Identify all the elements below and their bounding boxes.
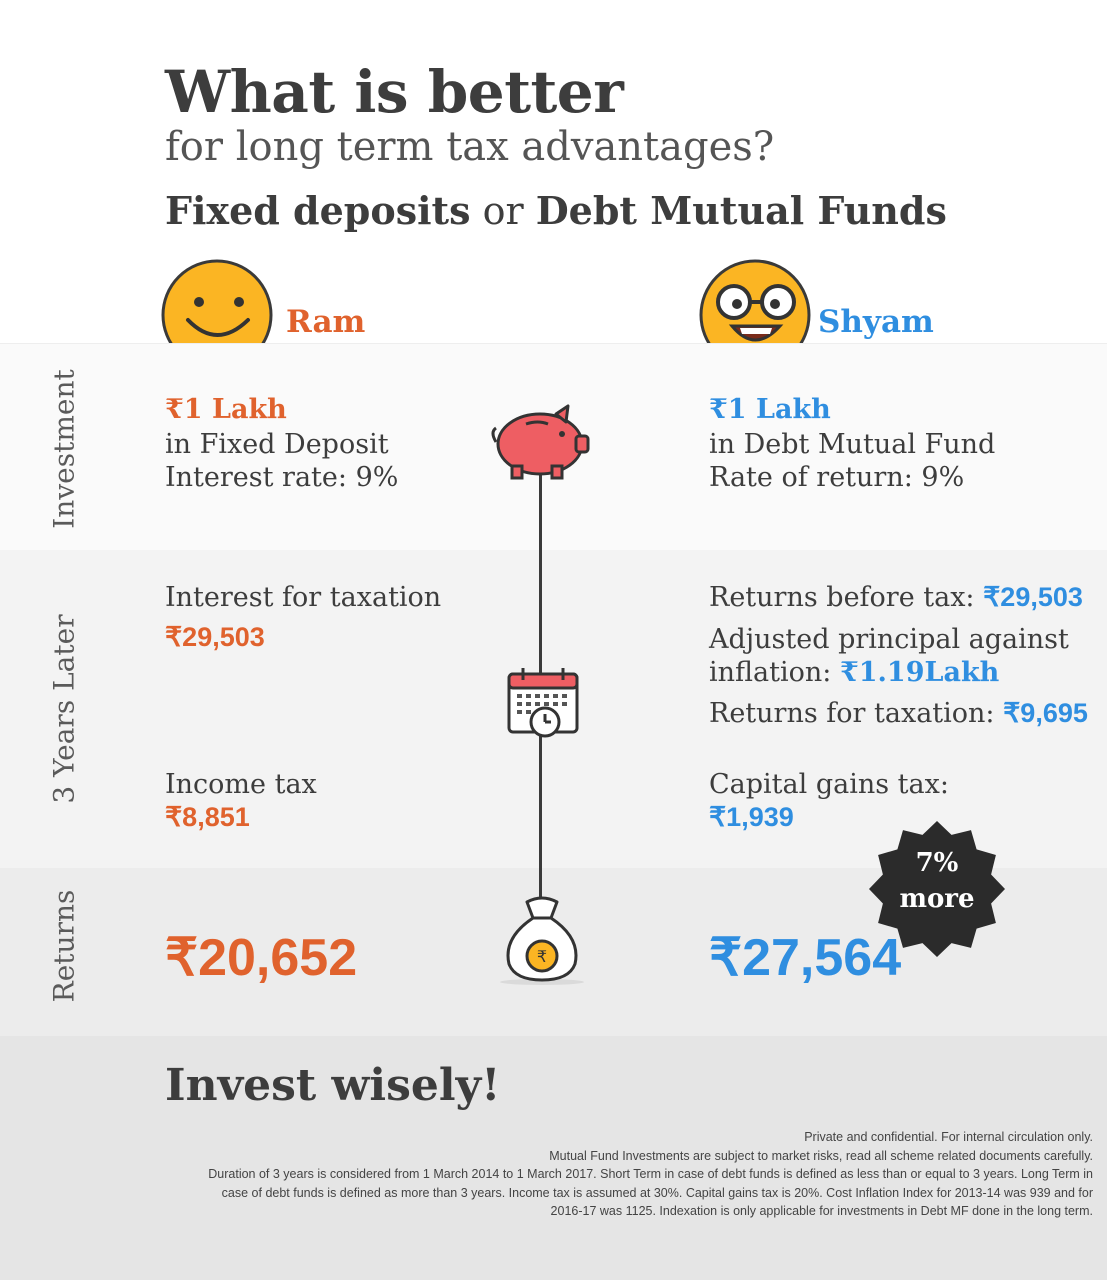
adjusted-value: ₹1.19Lakh (839, 657, 1000, 688)
disclaimer-line-3: Duration of 3 years is considered from 1… (208, 1167, 1093, 1181)
shyam-taxation: Returns for taxation: ₹9,695 (709, 697, 1088, 730)
adjusted-label-2: inflation: (709, 657, 832, 688)
comparison-heading: Fixed deposits or Debt Mutual Funds (165, 188, 947, 233)
ram-interest-value: ₹29,503 (165, 622, 265, 652)
money-bag-icon: ₹ (497, 894, 587, 986)
shyam-instrument: in Debt Mutual Fund (709, 429, 996, 460)
calendar-clock-icon (505, 664, 585, 744)
taxation-label: Returns for taxation: (709, 698, 995, 729)
ram-investment-amount: ₹1 Lakh (165, 394, 287, 425)
shyam-investment-amount: ₹1 Lakh (709, 394, 831, 425)
shyam-adjusted-label: Adjusted principal against (709, 624, 1069, 655)
disclaimer: Private and confidential. For internal c… (53, 1128, 1093, 1221)
svg-text:₹: ₹ (537, 947, 547, 966)
badge-percent: 7% (915, 848, 959, 878)
before-tax-label: Returns before tax: (709, 582, 975, 613)
ram-tax-value: ₹8,851 (165, 802, 250, 832)
disclaimer-line-2: Mutual Fund Investments are subject to m… (549, 1148, 1093, 1163)
footer-band (0, 1036, 1107, 1280)
section-label-three-years: 3 Years Later (47, 614, 81, 804)
badge-more: more (899, 884, 975, 914)
ram-name: Ram (286, 304, 366, 340)
option-b: Debt Mutual Funds (535, 188, 947, 233)
shyam-returns: ₹27,564 (709, 929, 902, 987)
smiley-face-icon (160, 258, 275, 343)
section-label-returns: Returns (47, 889, 81, 1003)
shyam-cg-label: Capital gains tax: (709, 769, 949, 800)
piggy-bank-icon (488, 402, 593, 482)
option-a: Fixed deposits (165, 188, 471, 233)
more-badge: 7% more (868, 820, 1006, 958)
cta-heading: Invest wisely! (165, 1060, 501, 1111)
shyam-before-tax: Returns before tax: ₹29,503 (709, 581, 1083, 614)
before-tax-value: ₹29,503 (983, 582, 1083, 612)
ram-interest-label: Interest for taxation (165, 582, 442, 613)
nerd-face-glasses-icon (698, 258, 813, 343)
shyam-name: Shyam (818, 304, 934, 340)
ram-rate: Interest rate: 9% (165, 462, 399, 493)
taxation-value: ₹9,695 (1003, 698, 1088, 728)
disclaimer-line-5: 2016-17 was 1125. Indexation is only app… (550, 1204, 1093, 1218)
shyam-adjusted-row: inflation: ₹1.19Lakh (709, 656, 999, 689)
page-subtitle: for long term tax advantages? (165, 124, 775, 170)
ram-tax-label: Income tax (165, 769, 317, 800)
shyam-cg-value: ₹1,939 (709, 802, 794, 832)
or-text: or (482, 189, 524, 233)
disclaimer-line-4: case of debt funds is defined as more th… (221, 1185, 1093, 1200)
ram-returns: ₹20,652 (165, 929, 358, 987)
page-title: What is better (165, 58, 624, 126)
shyam-rate: Rate of return: 9% (709, 462, 965, 493)
disclaimer-line-1: Private and confidential. For internal c… (804, 1130, 1093, 1144)
section-label-investment: Investment (47, 369, 81, 529)
ram-instrument: in Fixed Deposit (165, 429, 389, 460)
